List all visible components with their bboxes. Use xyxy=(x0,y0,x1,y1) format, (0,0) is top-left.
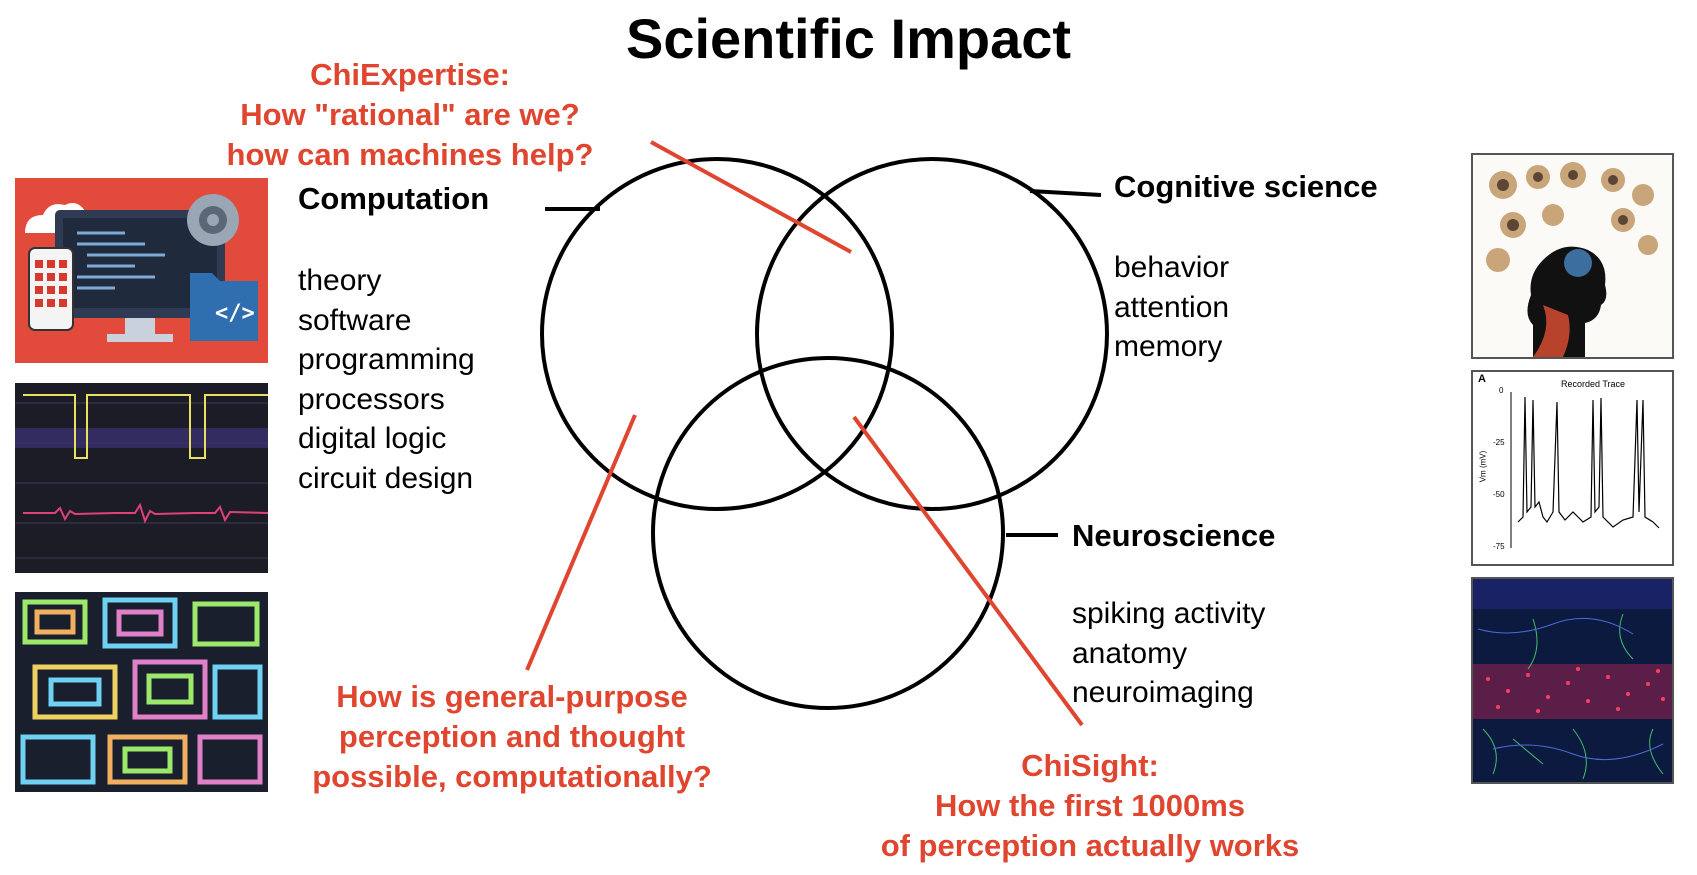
callout-line: possible, computationally? xyxy=(312,759,712,794)
callout-line: ChiExpertise: xyxy=(310,57,510,92)
topic-item: neuroimaging xyxy=(1072,676,1254,709)
pointer-line-chiexpertise xyxy=(650,140,852,254)
cognition-head-image xyxy=(1471,153,1674,359)
trace-ytick: -50 xyxy=(1493,490,1505,499)
topic-item: circuit design xyxy=(298,461,474,495)
field-label-cognitive-science: Cognitive science xyxy=(1114,169,1378,204)
computer-illustration-image: </> xyxy=(15,178,268,363)
neuroimaging-image xyxy=(1471,577,1674,784)
callout-line: How is general-purpose xyxy=(336,679,688,714)
callout-general-purpose: How is general-purpose perception and th… xyxy=(262,677,762,797)
topic-item: spiking activity xyxy=(1072,597,1266,630)
pointer-line-chisight xyxy=(852,415,1084,727)
callout-line: perception and thought xyxy=(338,719,686,754)
trace-ytick: -75 xyxy=(1493,542,1505,551)
page-title: Scientific Impact xyxy=(625,7,1072,70)
callout-chiexpertise: ChiExpertise: How "rational" are we? how… xyxy=(172,55,648,175)
trace-panel-letter: A xyxy=(1478,373,1486,385)
computer-illustration-icon: </> xyxy=(15,178,268,363)
topic-item: programming xyxy=(298,343,475,376)
callout-line: of perception actually works xyxy=(880,828,1300,863)
topic-item: memory xyxy=(1114,330,1223,363)
venn-circle-cognitive xyxy=(755,157,1109,511)
topic-list-computation: theory software programming processors d… xyxy=(298,261,475,498)
trace-ytick: 0 xyxy=(1499,386,1504,395)
topic-item: attention xyxy=(1114,290,1230,324)
callout-line: How the first 1000ms xyxy=(934,788,1246,823)
circuit-pattern-icon xyxy=(15,592,268,792)
recorded-trace-image: A Recorded Trace Vm (mV) 0 -25 -50 -75 xyxy=(1471,370,1674,566)
topic-list-cognitive-science: behavior attention memory xyxy=(1114,248,1229,367)
pointer-line-general xyxy=(525,414,637,671)
topic-item: behavior xyxy=(1114,251,1230,284)
topic-item: processors xyxy=(298,382,445,416)
topic-item: anatomy xyxy=(1072,636,1188,670)
circuit-pattern-image xyxy=(15,592,268,792)
field-label-computation: Computation xyxy=(298,181,490,216)
topic-item: theory xyxy=(298,264,382,297)
callout-line: How "rational" are we? xyxy=(240,97,580,132)
topic-item: digital logic xyxy=(298,422,447,455)
spike-trace-icon xyxy=(1510,392,1660,548)
oscilloscope-image xyxy=(15,383,268,573)
trace-title: Recorded Trace xyxy=(1560,379,1626,389)
callout-line: ChiSight: xyxy=(1021,748,1159,783)
oscilloscope-icon xyxy=(15,383,268,573)
trace-ytick: -25 xyxy=(1493,438,1505,447)
svg-text:</>: </> xyxy=(215,301,255,326)
field-label-neuroscience: Neuroscience xyxy=(1072,518,1276,553)
brain-tissue-stain-icon xyxy=(1473,579,1672,782)
callout-chisight: ChiSight: How the first 1000ms of percep… xyxy=(830,746,1350,866)
leader-line-cognitive xyxy=(1029,189,1102,197)
head-with-icons-icon xyxy=(1473,155,1672,357)
topic-list-neuroscience: spiking activity anatomy neuroimaging xyxy=(1072,594,1265,713)
callout-line: how can machines help? xyxy=(226,137,594,172)
topic-item: software xyxy=(298,303,412,337)
venn-circle-neuroscience xyxy=(651,356,1005,710)
venn-circle-computation xyxy=(540,157,894,511)
